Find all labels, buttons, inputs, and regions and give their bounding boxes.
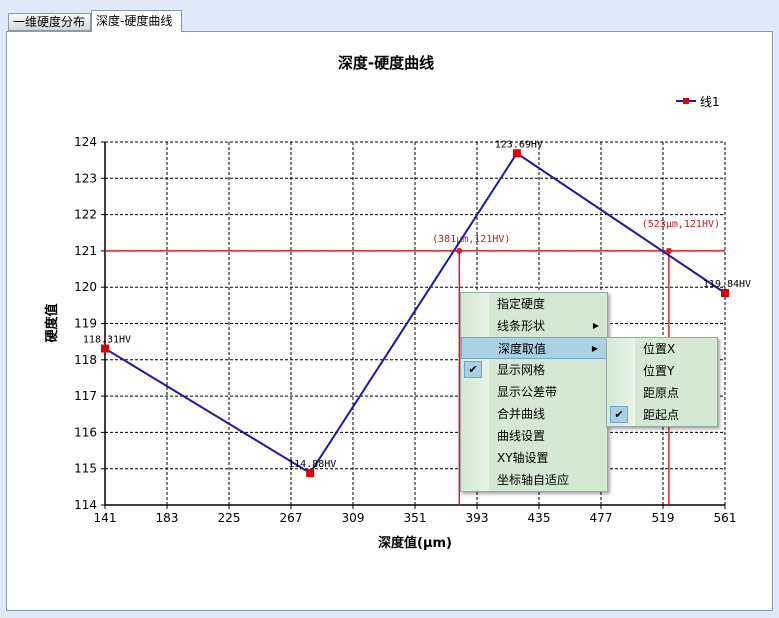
chart-panel xyxy=(6,31,773,611)
data-label: 114.88HV xyxy=(288,459,336,470)
menu-item[interactable]: 显示公差带 xyxy=(461,381,607,403)
x-tick-label: 351 xyxy=(404,511,427,525)
tab-1d-hardness[interactable]: 一维硬度分布 xyxy=(8,13,91,31)
menu-item[interactable]: XY轴设置 xyxy=(461,447,607,469)
data-point xyxy=(306,469,315,478)
x-tick-label: 477 xyxy=(590,511,613,525)
menu-item[interactable]: 坐标轴自适应 xyxy=(461,469,607,491)
chart-title: 深度-硬度曲线 xyxy=(338,54,434,72)
menu-item[interactable]: 合并曲线 xyxy=(461,403,607,425)
x-tick-label: 267 xyxy=(280,511,303,525)
reference-label: (523μm,121HV) xyxy=(642,219,720,230)
y-tick-label: 115 xyxy=(74,462,97,476)
menu-item-label: 指定硬度 xyxy=(497,297,546,311)
menu-item-label: 距起点 xyxy=(643,408,680,422)
data-label: 119.84HV xyxy=(703,279,751,290)
x-tick-label: 393 xyxy=(466,511,489,525)
menu-item-label: 位置X xyxy=(643,342,676,356)
menu-item-label: 显示网格 xyxy=(497,363,546,377)
menu-item[interactable]: ✔ 显示网格 xyxy=(461,359,607,381)
y-tick-label: 118 xyxy=(74,353,97,367)
y-tick-label: 122 xyxy=(74,208,97,222)
y-tick-label: 121 xyxy=(74,244,97,258)
menu-item-label: 位置Y xyxy=(643,364,675,378)
chevron-right-icon: ▶ xyxy=(592,321,599,330)
y-tick-label: 120 xyxy=(74,280,97,294)
menu-item[interactable]: 线条形状 ▶ xyxy=(461,315,607,337)
x-axis-label: 深度值(μm) xyxy=(378,535,452,551)
menu-item-label: 坐标轴自适应 xyxy=(497,473,570,487)
x-tick-label: 561 xyxy=(714,511,737,525)
legend-marker xyxy=(683,98,689,104)
context-menu: 指定硬度线条形状 ▶ 深度取值 ▶ ✔ 显示网格显示公差带合并曲线曲线设置 XY轴设置坐标轴… xyxy=(460,292,608,492)
y-tick-label: 119 xyxy=(74,317,97,331)
x-tick-label: 183 xyxy=(156,511,179,525)
x-tick-label: 225 xyxy=(218,511,241,525)
menu-item-label: 深度取值 xyxy=(498,342,547,356)
menu-item-label: 曲线设置 xyxy=(497,429,546,443)
data-label: 123.69HV xyxy=(495,139,543,150)
y-tick-label: 123 xyxy=(74,171,97,185)
x-tick-label: 309 xyxy=(342,511,365,525)
menu-item[interactable]: 深度取值 ▶ xyxy=(461,337,607,359)
menu-item-label: 距原点 xyxy=(643,386,680,400)
reference-label: (381μm,121HV) xyxy=(432,234,510,245)
reference-point xyxy=(456,247,463,254)
y-axis-label: 硬度值 xyxy=(44,303,60,342)
menu-item[interactable]: 位置X xyxy=(607,338,717,360)
tab-depth-hardness-curve[interactable]: 深度-硬度曲线 xyxy=(91,10,182,32)
y-tick-label: 124 xyxy=(74,135,97,149)
menu-item-label: XY轴设置 xyxy=(497,451,549,465)
data-point xyxy=(101,344,109,353)
menu-item[interactable]: 指定硬度 xyxy=(461,293,607,315)
data-point xyxy=(512,149,521,158)
y-tick-label: 114 xyxy=(74,498,97,512)
menu-item-label: 线条形状 xyxy=(497,319,546,333)
x-tick-label: 435 xyxy=(528,511,551,525)
menu-item-label: 合并曲线 xyxy=(497,407,546,421)
reference-point xyxy=(665,247,672,254)
x-tick-label: 519 xyxy=(652,511,675,525)
menu-item[interactable]: 距原点 xyxy=(607,382,717,404)
data-point xyxy=(721,289,729,298)
check-icon: ✔ xyxy=(610,406,628,423)
menu-item[interactable]: 位置Y xyxy=(607,360,717,382)
menu-item-label: 显示公差带 xyxy=(497,385,558,399)
data-label: 118.31HV xyxy=(83,335,131,346)
y-tick-label: 116 xyxy=(74,425,97,439)
menu-item[interactable]: 曲线设置 xyxy=(461,425,607,447)
menu-item[interactable]: ✔ 距起点 xyxy=(607,404,717,426)
legend-label: 线1 xyxy=(700,95,720,109)
y-tick-label: 117 xyxy=(74,389,97,403)
chevron-right-icon: ▶ xyxy=(591,344,598,353)
series-line xyxy=(104,151,726,475)
depth-value-submenu: 位置X 位置Y 距原点 ✔ 距起点 xyxy=(606,337,718,427)
check-icon: ✔ xyxy=(464,361,482,378)
x-tick-label: 141 xyxy=(94,511,117,525)
